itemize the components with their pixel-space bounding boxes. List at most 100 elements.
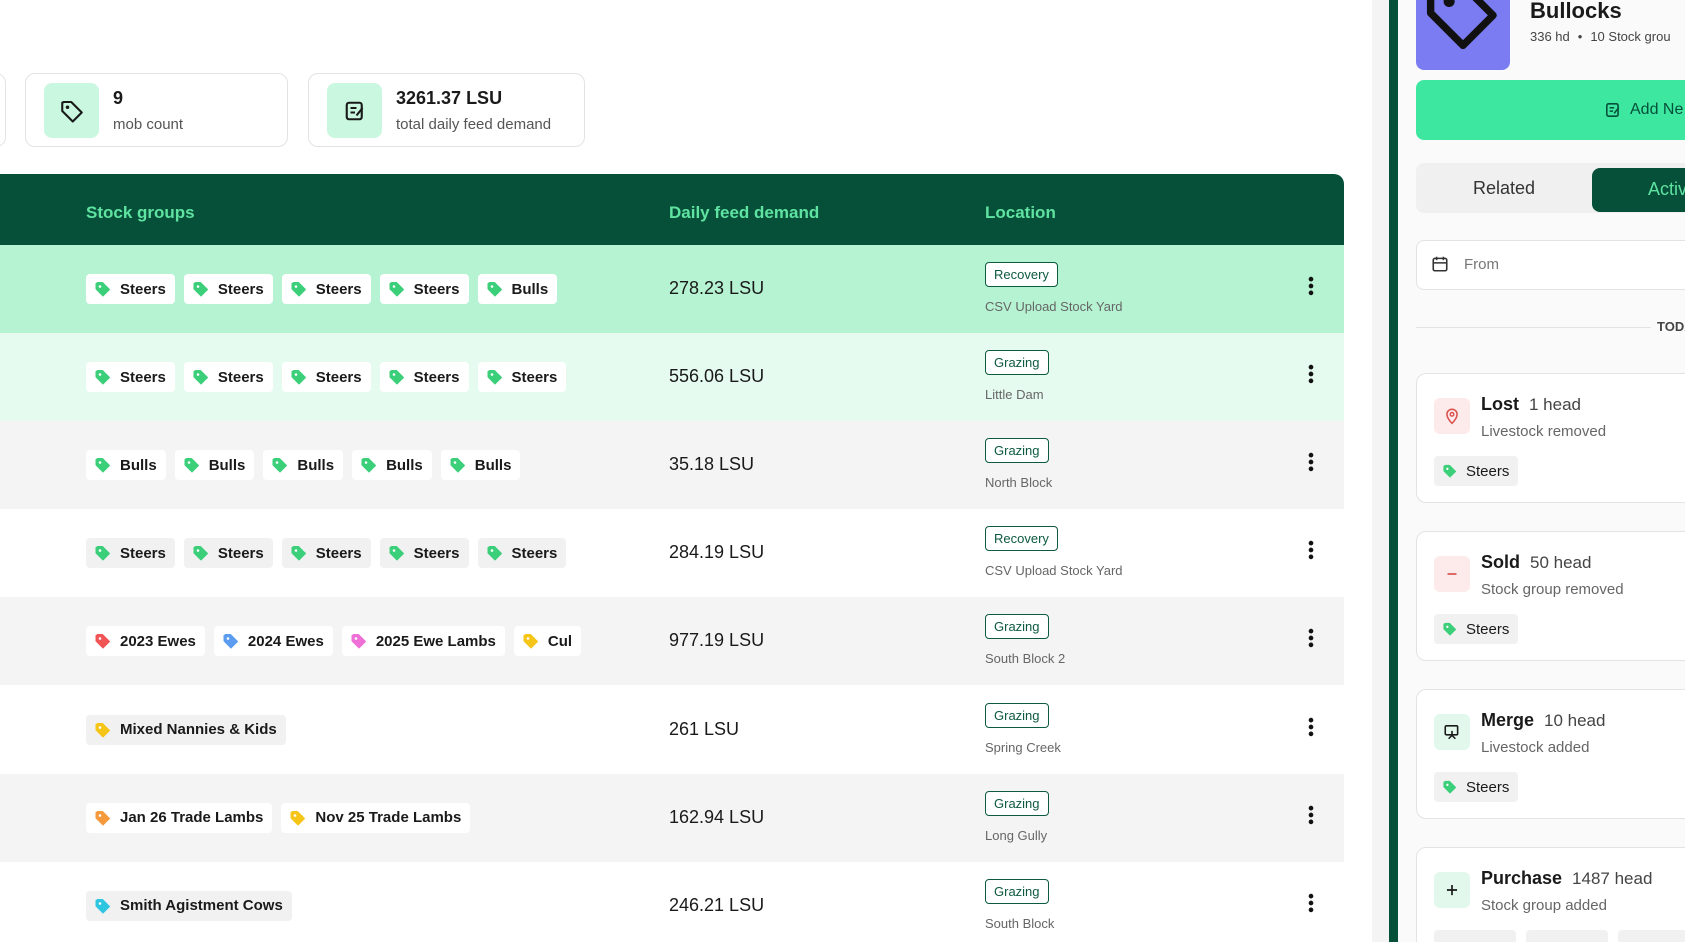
stat-icon [327, 83, 382, 138]
activity-icon-glyph [1443, 407, 1461, 425]
tag-icon [450, 457, 466, 473]
activity-heading: Purchase 1487 head [1481, 868, 1652, 889]
stat-value: 9 [113, 88, 124, 108]
tag-list: Jan 26 Trade Lambs Nov 25 Trade Lambs [86, 802, 617, 833]
stock-tag: 2024 Ewes [213, 626, 333, 657]
table-row: Jan 26 Trade Lambs Nov 25 Trade Lambs 162.… [0, 773, 1344, 862]
sidebar-gap [1372, 0, 1392, 942]
tag-name: Mixed Nannies & Kids [120, 721, 277, 738]
tag-icon-svg [1443, 464, 1457, 478]
tag-name: Steers [413, 280, 460, 298]
tag-name: Steers [217, 368, 264, 386]
tag-name: Bulls [208, 456, 246, 474]
location-name: Long Gully [985, 827, 1048, 843]
tag-icon-svg [95, 810, 110, 826]
tag-icon [291, 369, 307, 385]
activity-count: 50 head [1530, 553, 1592, 572]
tag-icon-svg [223, 634, 238, 649]
tag-icon-svg [95, 722, 110, 737]
stock-tag: Steers [183, 538, 273, 569]
activity-type: Purchase [1481, 868, 1563, 888]
tab-active[interactable]: Activ [1592, 168, 1685, 212]
activity-heading: Merge 10 head [1481, 710, 1605, 731]
date-placeholder: From [1464, 256, 1499, 273]
stock-tag: 2025 Ewe Lambs [341, 626, 505, 657]
stock-tag: Bulls [174, 450, 255, 481]
group-count: 10 Stock grou [1590, 29, 1671, 44]
tag-icon-svg [389, 546, 404, 561]
tag-icon-svg [523, 634, 538, 649]
table-row: Steers Steers Steers Steers Bulls 278.23 LSU R… [0, 245, 1344, 333]
tab-related[interactable]: Related [1473, 178, 1536, 198]
tag-icon-svg [193, 370, 208, 385]
tag-name: Steers [511, 544, 558, 562]
activity-tag-partial [1434, 930, 1516, 942]
tag-icon-svg [291, 370, 306, 385]
row-menu[interactable] [1300, 627, 1318, 655]
kebab-icon-svg [1308, 805, 1314, 824]
feed-demand: 35.18 LSU [669, 454, 755, 475]
tag-icon [1443, 622, 1457, 636]
activity-icon-glyph [1443, 881, 1461, 899]
activity-tag: Steers [1434, 772, 1519, 802]
tag-name: Steers [120, 368, 166, 386]
tag-list: 2023 Ewes 2024 Ewes 2025 Ewe Lambs Cul [86, 626, 617, 657]
kebab-icon [1300, 275, 1322, 297]
stat-icon-glyph-svg [60, 100, 83, 123]
date-from[interactable]: From [1416, 240, 1685, 290]
tag-icon [95, 722, 111, 738]
stat-card: 9 mob count [25, 73, 288, 147]
tag-name: Bulls [297, 456, 335, 474]
kebab-icon-svg [1308, 717, 1314, 736]
stock-tag: Steers [183, 274, 273, 304]
activity-card: Sold 50 head Stock group removed Steers [1416, 531, 1685, 661]
tag-icon [290, 810, 306, 826]
status-badge: Grazing [985, 350, 1049, 376]
tag-icon-svg [184, 458, 199, 473]
tag-name: Steers [1466, 462, 1510, 480]
row-menu[interactable] [1300, 804, 1318, 832]
tag-name: Steers [120, 544, 166, 562]
status-badge: Grazing [985, 438, 1049, 464]
table-row: Bulls Bulls Bulls Bulls Bulls 35.18 LSU Grazin… [0, 421, 1344, 510]
stock-tag: Nov 25 Trade Lambs [281, 802, 471, 833]
tag-icon [1443, 780, 1457, 794]
tag-icon-svg [389, 370, 404, 385]
column-header: Daily feed demand [669, 203, 820, 222]
stock-tag: Cul [513, 626, 582, 657]
stock-tag: Steers [477, 362, 567, 393]
status-badge: Grazing [985, 878, 1049, 904]
tag-name: Steers [1466, 778, 1510, 796]
stat-icon [44, 83, 99, 138]
tag-icon-svg [193, 282, 208, 297]
row-menu[interactable] [1300, 892, 1318, 920]
tag-name: Steers [315, 280, 362, 298]
tag-list: Steers Steers Steers Steers Steers [86, 362, 617, 393]
row-menu[interactable] [1300, 451, 1318, 479]
tag-icon [95, 810, 111, 826]
stat-value: 3261.37 LSU [396, 88, 503, 108]
activity-tag-partial [1526, 930, 1608, 942]
kebab-icon [1300, 716, 1322, 738]
tag-icon-svg [1443, 622, 1457, 636]
stat-icon-glyph-svg [345, 101, 363, 120]
tag-icon [487, 545, 503, 561]
activity-icon [1434, 556, 1470, 592]
stock-tag: Mixed Nannies & Kids [86, 714, 286, 745]
calendar-glyph-svg [1432, 256, 1448, 272]
tag-name: Steers [413, 368, 460, 386]
row-menu[interactable] [1300, 716, 1318, 744]
activity-card: Lost 1 head Livestock removed Steers [1416, 373, 1685, 503]
row-menu[interactable] [1300, 363, 1318, 391]
head-count: 336 hd [1530, 29, 1570, 44]
tag-name: Steers [1466, 620, 1510, 638]
tag-icon [291, 281, 307, 297]
activity-desc: Stock group added [1481, 897, 1607, 914]
stock-tag: Steers [379, 362, 469, 393]
tag-icon-svg [272, 458, 288, 473]
add-button[interactable]: Add Ne [1416, 80, 1685, 140]
row-menu[interactable] [1300, 539, 1318, 567]
tag-icon-svg [95, 898, 110, 914]
tag-icon [351, 633, 367, 649]
row-menu[interactable] [1300, 275, 1318, 303]
